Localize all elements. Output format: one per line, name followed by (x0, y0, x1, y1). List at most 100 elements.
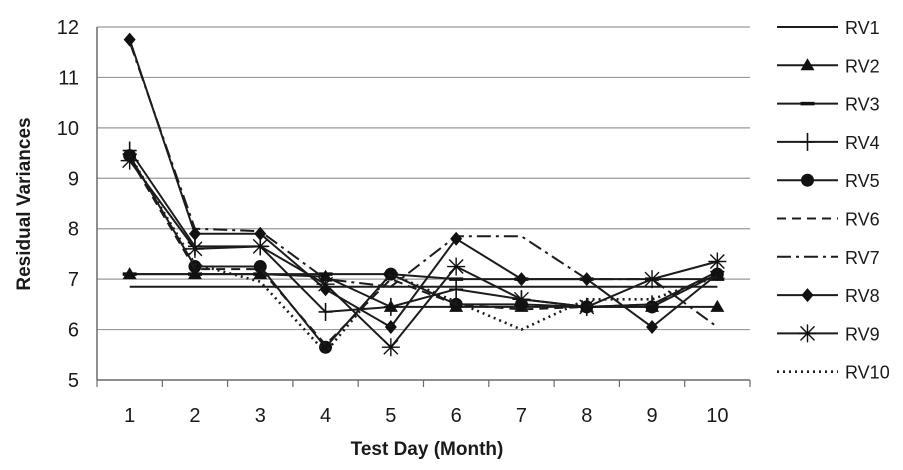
asterisk-marker (251, 237, 270, 256)
series-line (128, 157, 718, 346)
x-axis-title: Test Day (Month) (351, 439, 504, 460)
legend-item: RV10 (777, 363, 890, 383)
y-tick-label: 9 (68, 168, 79, 190)
series-line (128, 41, 718, 328)
legend-item: RV3 (777, 95, 880, 115)
diamond-marker (515, 272, 528, 287)
diamond-marker (580, 272, 593, 287)
series-rv7 (128, 41, 718, 328)
legend-item: RV6 (777, 210, 880, 230)
y-tick-label: 8 (68, 219, 79, 241)
circle-marker (801, 173, 814, 187)
series-rv4 (122, 141, 725, 321)
series-line (128, 160, 718, 349)
legend-label: RV1 (845, 18, 880, 38)
x-tick-label: 6 (451, 405, 462, 427)
series-line (128, 155, 718, 349)
asterisk-marker (512, 290, 531, 309)
x-tick-label: 3 (255, 405, 266, 427)
series-group (120, 32, 727, 357)
series-line (128, 39, 719, 329)
asterisk-marker (185, 239, 204, 258)
series-rv6 (128, 157, 718, 346)
asterisk-marker-d2 (448, 259, 464, 275)
asterisk-marker-d2 (644, 271, 660, 287)
diamond-marker (384, 320, 397, 335)
series-rv8 (123, 32, 724, 335)
x-tick-label: 8 (581, 405, 592, 427)
diamond-marker (450, 231, 463, 246)
y-tick-label: 11 (58, 67, 79, 89)
plus-marker (318, 302, 333, 321)
asterisk-marker-d2 (252, 238, 268, 254)
legend-item: RV2 (777, 56, 880, 76)
asterisk-marker-d2 (709, 253, 725, 269)
circle-marker (253, 260, 267, 274)
y-tick-label: 6 (68, 320, 79, 342)
y-tick-label: 10 (57, 118, 79, 140)
legend-label: RV6 (845, 210, 880, 230)
asterisk-marker-d2 (579, 299, 595, 315)
plus-marker (800, 132, 815, 151)
diamond-marker (711, 267, 724, 282)
y-tick-label: 5 (68, 370, 79, 392)
circle-marker (319, 340, 333, 354)
asterisk-marker (447, 257, 466, 276)
legend-item: RV4 (777, 132, 880, 153)
asterisk-marker-d2 (122, 153, 138, 169)
diamond-marker (123, 32, 136, 47)
legend-label: RV10 (845, 363, 890, 383)
x-tick-label: 1 (124, 405, 135, 427)
series-rv9 (120, 151, 727, 357)
legend-label: RV4 (845, 133, 880, 153)
x-tick-label: 5 (385, 405, 396, 427)
circle-marker (645, 300, 659, 314)
legend-label: RV2 (845, 56, 880, 76)
diamond-marker (254, 226, 267, 241)
legend-item: RV5 (777, 171, 880, 191)
asterisk-marker (643, 270, 662, 289)
asterisk-marker (316, 275, 335, 294)
legend-item: RV7 (777, 248, 880, 268)
y-tick-label: 7 (68, 269, 79, 291)
axes (96, 27, 751, 387)
circle-marker (384, 267, 398, 281)
asterisk-marker-d2 (318, 276, 334, 292)
diamond-marker (188, 226, 201, 241)
x-tick-label: 10 (706, 405, 728, 427)
series-line (128, 154, 718, 354)
asterisk-marker (120, 151, 139, 170)
diamond-marker (646, 320, 659, 335)
diamond-marker (801, 288, 814, 303)
legend-item: RV9 (777, 324, 880, 344)
x-tick-label: 4 (320, 405, 331, 427)
asterisk-marker-d2 (513, 291, 529, 307)
y-axis-title: Residual Variances (14, 117, 35, 290)
plus-marker (449, 280, 464, 299)
plus-marker (383, 297, 398, 316)
asterisk-marker-d2 (187, 241, 203, 257)
legend-item: RV8 (777, 286, 880, 306)
legend: RV1 RV2 RV3 RV4 RV5 RV6 RV7 RV8 RV9 RV10 (777, 18, 890, 383)
x-tick-label: 2 (189, 405, 200, 427)
legend-item: RV1 (777, 18, 880, 38)
legend-label: RV8 (845, 286, 880, 306)
legend-label: RV7 (845, 248, 880, 268)
x-tick-label: 9 (646, 405, 657, 427)
asterisk-marker (798, 324, 817, 343)
triangle-marker (800, 58, 815, 71)
legend-label: RV3 (845, 95, 880, 115)
legend-label: RV9 (845, 324, 880, 344)
asterisk-marker (708, 252, 727, 271)
series-rv5 (123, 149, 724, 354)
x-tick-label: 7 (516, 405, 527, 427)
asterisk-marker (381, 338, 400, 357)
asterisk-marker-d2 (800, 325, 815, 341)
series-rv10 (128, 154, 718, 354)
legend-label: RV5 (845, 171, 880, 191)
asterisk-marker-d2 (383, 339, 399, 355)
triangle-marker (710, 299, 725, 312)
